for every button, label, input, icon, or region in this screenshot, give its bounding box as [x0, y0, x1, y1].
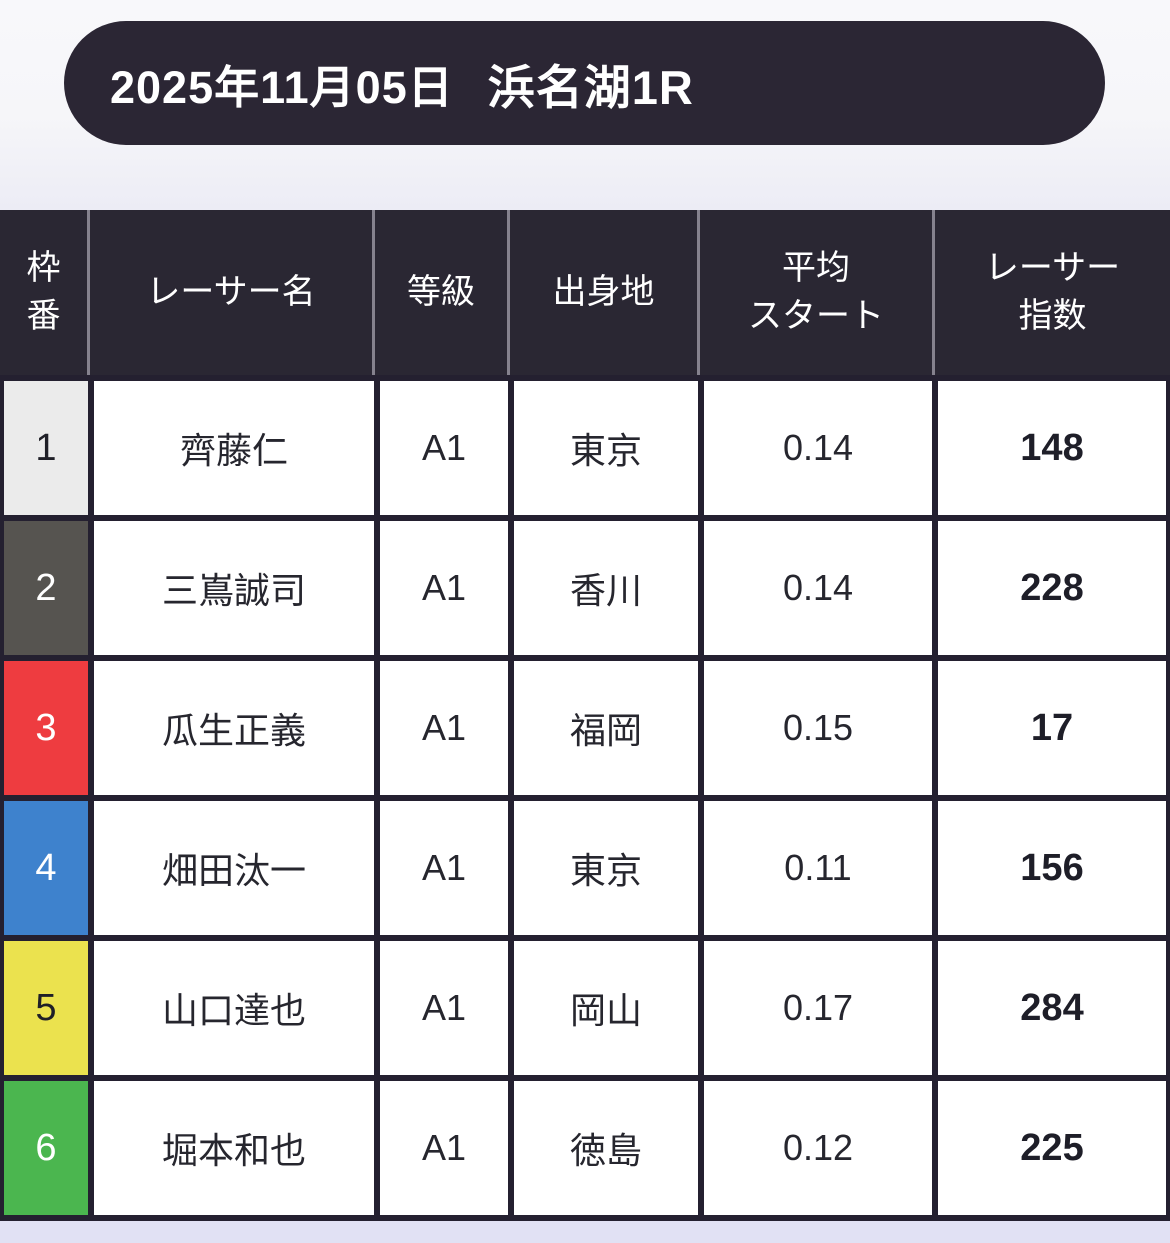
grade-cell: A1 — [380, 941, 508, 1075]
race-card-table: 枠 番 レーサー名 等級 出身地 平均 スタート レーサー 指数 1 齊藤仁 A… — [0, 210, 1170, 1221]
origin-cell: 福岡 — [514, 661, 698, 795]
col-header-origin: 出身地 — [510, 210, 700, 375]
table-body: 1 齊藤仁 A1 東京 0.14 148 2 三嶌誠司 A1 香川 0.14 2… — [0, 375, 1170, 1221]
origin-cell: 徳島 — [514, 1081, 698, 1215]
grade-cell: A1 — [380, 661, 508, 795]
frame-cell: 5 — [4, 941, 88, 1075]
table-header-row: 枠 番 レーサー名 等級 出身地 平均 スタート レーサー 指数 — [0, 210, 1170, 375]
origin-cell: 東京 — [514, 801, 698, 935]
racer-index-cell: 284 — [938, 941, 1166, 1075]
racer-name-cell: 三嶌誠司 — [94, 521, 374, 655]
racer-name-cell: 瓜生正義 — [94, 661, 374, 795]
racer-index-cell: 228 — [938, 521, 1166, 655]
origin-cell: 岡山 — [514, 941, 698, 1075]
racer-index-cell: 148 — [938, 381, 1166, 515]
avg-start-cell: 0.15 — [704, 661, 932, 795]
avg-start-cell: 0.11 — [704, 801, 932, 935]
racer-index-cell: 17 — [938, 661, 1166, 795]
frame-cell: 3 — [4, 661, 88, 795]
origin-cell: 香川 — [514, 521, 698, 655]
grade-cell: A1 — [380, 801, 508, 935]
avg-start-cell: 0.14 — [704, 521, 932, 655]
avg-start-cell: 0.12 — [704, 1081, 932, 1215]
avg-start-cell: 0.14 — [704, 381, 932, 515]
col-header-racer-name: レーサー名 — [90, 210, 375, 375]
col-header-racer-index: レーサー 指数 — [984, 248, 1121, 335]
origin-cell: 東京 — [514, 381, 698, 515]
racer-name-cell: 畑田汰一 — [94, 801, 374, 935]
frame-cell: 1 — [4, 381, 88, 515]
racer-name-cell: 堀本和也 — [94, 1081, 374, 1215]
frame-cell: 4 — [4, 801, 88, 935]
racer-index-cell: 156 — [938, 801, 1166, 935]
bottom-strip — [0, 1221, 1170, 1243]
col-header-waku: 枠 番 — [0, 210, 90, 375]
frame-cell: 2 — [4, 521, 88, 655]
racer-name-cell: 齊藤仁 — [94, 381, 374, 515]
col-header-avg-start: 平均 スタート — [700, 210, 935, 375]
grade-cell: A1 — [380, 381, 508, 515]
racer-index-cell: 225 — [938, 1081, 1166, 1215]
grade-cell: A1 — [380, 1081, 508, 1215]
race-date: 2025年11月05日 — [110, 61, 454, 113]
col-header-grade: 等級 — [375, 210, 510, 375]
race-header-pill: 2025年11月05日 浜名湖1R — [64, 21, 1105, 145]
grade-cell: A1 — [380, 521, 508, 655]
avg-start-cell: 0.17 — [704, 941, 932, 1075]
race-name: 浜名湖1R — [487, 60, 694, 114]
racer-name-cell: 山口達也 — [94, 941, 374, 1075]
frame-cell: 6 — [4, 1081, 88, 1215]
page-top-background: 2025年11月05日 浜名湖1R — [0, 0, 1170, 210]
